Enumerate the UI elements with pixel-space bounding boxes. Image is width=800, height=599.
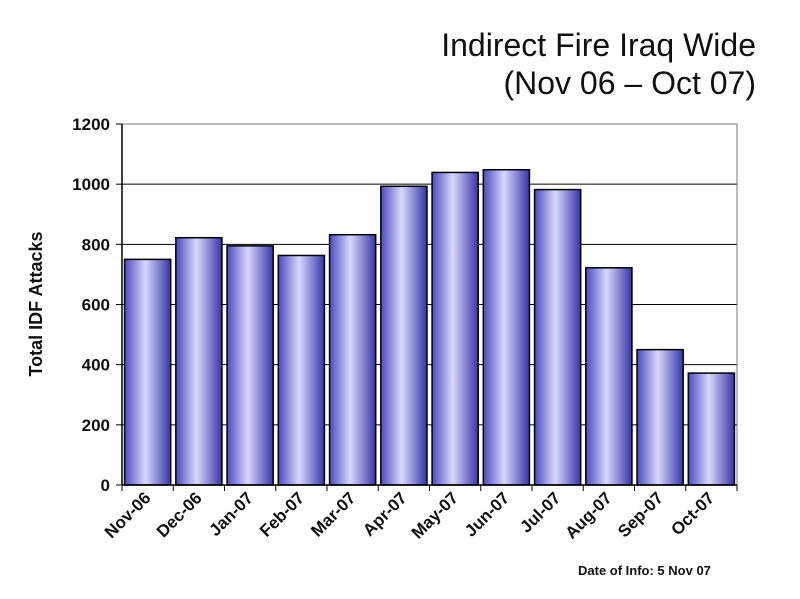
x-tick-label: Jul-07 — [516, 488, 564, 536]
y-tick-label: 800 — [82, 235, 110, 254]
bar-sep-07 — [636, 348, 684, 486]
bar-nov-06 — [123, 258, 172, 486]
date-of-info-note: Date of Info: 5 Nov 07 — [578, 563, 711, 578]
y-tick-labels: 0 200 400 600 800 1000 1200 — [72, 115, 110, 495]
bar-feb-07 — [277, 254, 326, 486]
x-tick-label: Dec-06 — [153, 488, 206, 541]
x-tick-label: Apr-07 — [359, 488, 411, 540]
bar-apr-07 — [380, 185, 428, 486]
y-tick-label: 600 — [82, 296, 110, 315]
bar-aug-07 — [585, 267, 633, 486]
x-tick-label: Oct-07 — [667, 488, 718, 539]
x-tick-label: Mar-07 — [307, 488, 359, 540]
chart-title-block: Indirect Fire Iraq Wide (Nov 06 – Oct 07… — [441, 26, 756, 102]
x-tick-label: Sep-07 — [614, 488, 667, 541]
x-tick-label: May-07 — [408, 488, 462, 542]
bar-jan-07 — [226, 245, 274, 486]
bar-may-07 — [431, 171, 479, 486]
bars — [123, 168, 736, 486]
x-tick-label: Nov-06 — [101, 488, 155, 542]
chart-subtitle: (Nov 06 – Oct 07) — [503, 65, 756, 101]
bar-mar-07 — [328, 233, 377, 486]
bar-oct-07 — [687, 372, 736, 486]
x-tick-label: Aug-07 — [562, 488, 616, 542]
chart-title: Indirect Fire Iraq Wide — [441, 27, 756, 63]
x-tick-label: Jun-07 — [461, 488, 513, 540]
bar-jul-07 — [533, 188, 582, 486]
y-axis-label: Total IDF Attacks — [26, 231, 46, 376]
bar-dec-06 — [175, 236, 223, 486]
y-tick-label: 200 — [82, 416, 110, 435]
x-tick-label: Jan-07 — [205, 488, 257, 540]
y-tick-label: 1000 — [72, 175, 110, 194]
x-tick-label: Feb-07 — [256, 488, 308, 540]
y-tick-label: 0 — [101, 476, 110, 495]
y-tick-label: 400 — [82, 356, 110, 375]
bar-jun-07 — [482, 168, 531, 486]
y-tick-label: 1200 — [72, 115, 110, 134]
axes — [121, 123, 738, 486]
